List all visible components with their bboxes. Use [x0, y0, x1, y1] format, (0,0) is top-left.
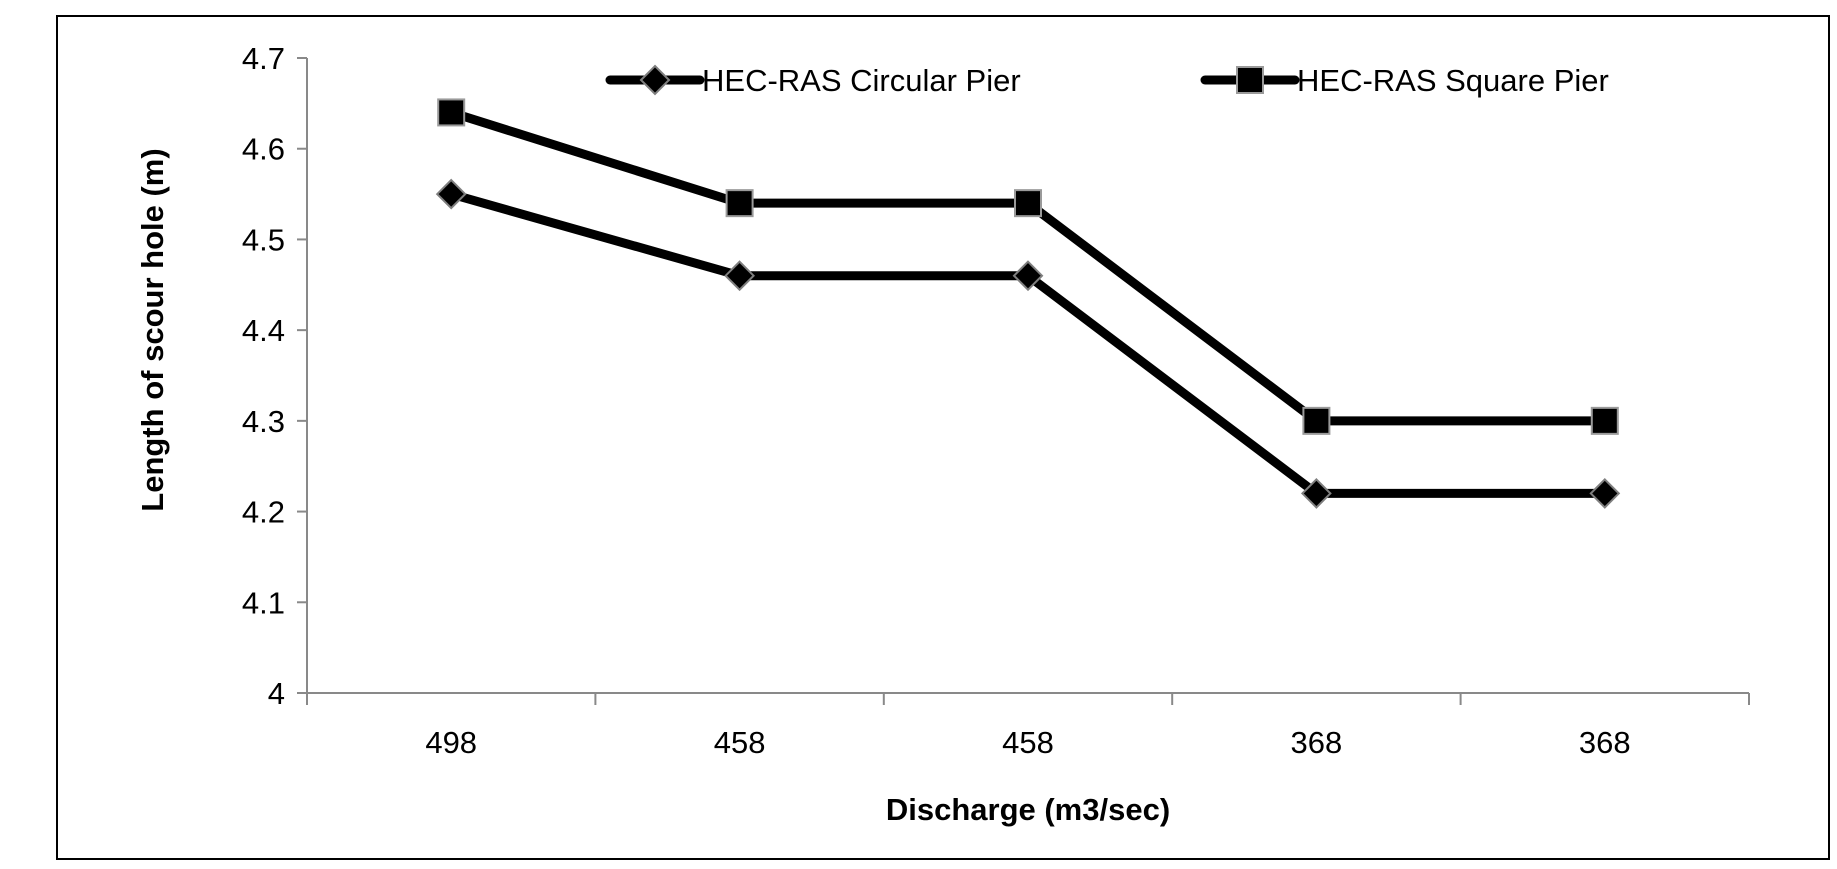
data-point [1590, 406, 1619, 435]
data-point [1300, 478, 1332, 509]
data-point [437, 98, 466, 127]
data-point [1014, 189, 1042, 218]
y-tick-label: 4.1 [242, 585, 285, 620]
data-point [1589, 478, 1621, 509]
legend: HEC-RAS Circular Pier HEC-RAS Square Pier [605, 63, 1609, 98]
legend-marker [1236, 66, 1264, 94]
x-axis-title: Discharge (m3/sec) [886, 792, 1170, 827]
series-1 [435, 178, 1621, 509]
data-point [435, 178, 467, 210]
y-tick-label: 4.4 [242, 313, 285, 348]
y-tick-label: 4 [268, 676, 285, 711]
data-point [1302, 406, 1331, 435]
x-tick-label: 458 [1002, 725, 1054, 760]
legend-label: HEC-RAS Circular Pier [702, 63, 1021, 98]
axes: 4 4.1 4.2 4.3 4.4 4.5 4.6 4.7 498 458 458 368 368 [242, 41, 1750, 760]
y-tick-label: 4.7 [242, 41, 285, 76]
data-point [724, 260, 756, 292]
legend-item-2: HEC-RAS Square Pier [1200, 63, 1609, 98]
x-tick-label: 458 [714, 725, 766, 760]
data-point [1012, 260, 1044, 292]
legend-marker [639, 64, 671, 96]
data-point [725, 189, 754, 218]
y-tick-label: 4.6 [242, 132, 285, 167]
y-tick-label: 4.3 [242, 404, 285, 439]
x-tick-label: 368 [1579, 725, 1631, 760]
legend-item-1: HEC-RAS Circular Pier [605, 63, 1021, 98]
y-tick-label: 4.5 [242, 222, 285, 257]
x-tick-label: 368 [1291, 725, 1343, 760]
series-2 [437, 98, 1619, 435]
series-layer [435, 98, 1621, 509]
x-tick-label: 498 [425, 725, 477, 760]
chart-frame [56, 15, 1830, 860]
y-tick-label: 4.2 [242, 495, 285, 530]
legend-label: HEC-RAS Square Pier [1297, 63, 1609, 98]
y-axis-title: Length of scour hole (m) [135, 148, 170, 511]
series-line [446, 189, 1610, 498]
